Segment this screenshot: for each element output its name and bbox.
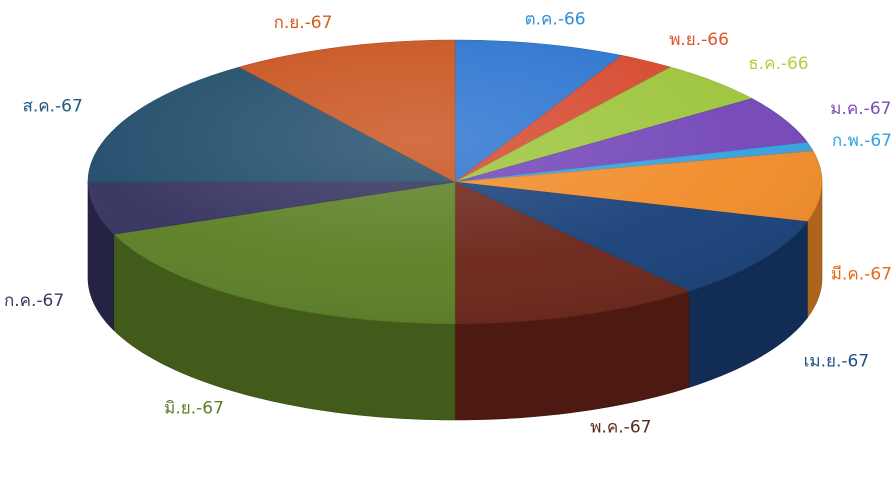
slice-11-label: ส.ค.-67 — [22, 97, 82, 117]
slice-5-label: ก.พ.-67 — [832, 131, 892, 151]
pie-sides — [87, 181, 823, 421]
slice-1-label: ต.ค.-66 — [525, 10, 586, 30]
slice-4-label: ม.ค.-67 — [830, 99, 891, 119]
slice-9-label: มิ.ย.-67 — [164, 398, 224, 418]
slice-2-label: พ.ย.-66 — [669, 30, 729, 50]
slice-7-label: เม.ย.-67 — [804, 352, 870, 372]
pie-sheen — [88, 40, 822, 324]
slice-12-label: ก.ย.-67 — [274, 13, 333, 33]
slice-8-label: พ.ค.-67 — [590, 418, 651, 438]
slice-10-label: ก.ค.-67 — [4, 291, 64, 311]
pie-tops — [87, 39, 823, 325]
slice-6-label: มี.ค.-67 — [831, 265, 892, 285]
slice-3-label: ธ.ค.-66 — [748, 54, 808, 74]
pie-labels: ต.ค.-66 พ.ย.-66 ธ.ค.-66 ม.ค.-67 ก.พ.-67 มี.ค.… — [4, 10, 892, 438]
